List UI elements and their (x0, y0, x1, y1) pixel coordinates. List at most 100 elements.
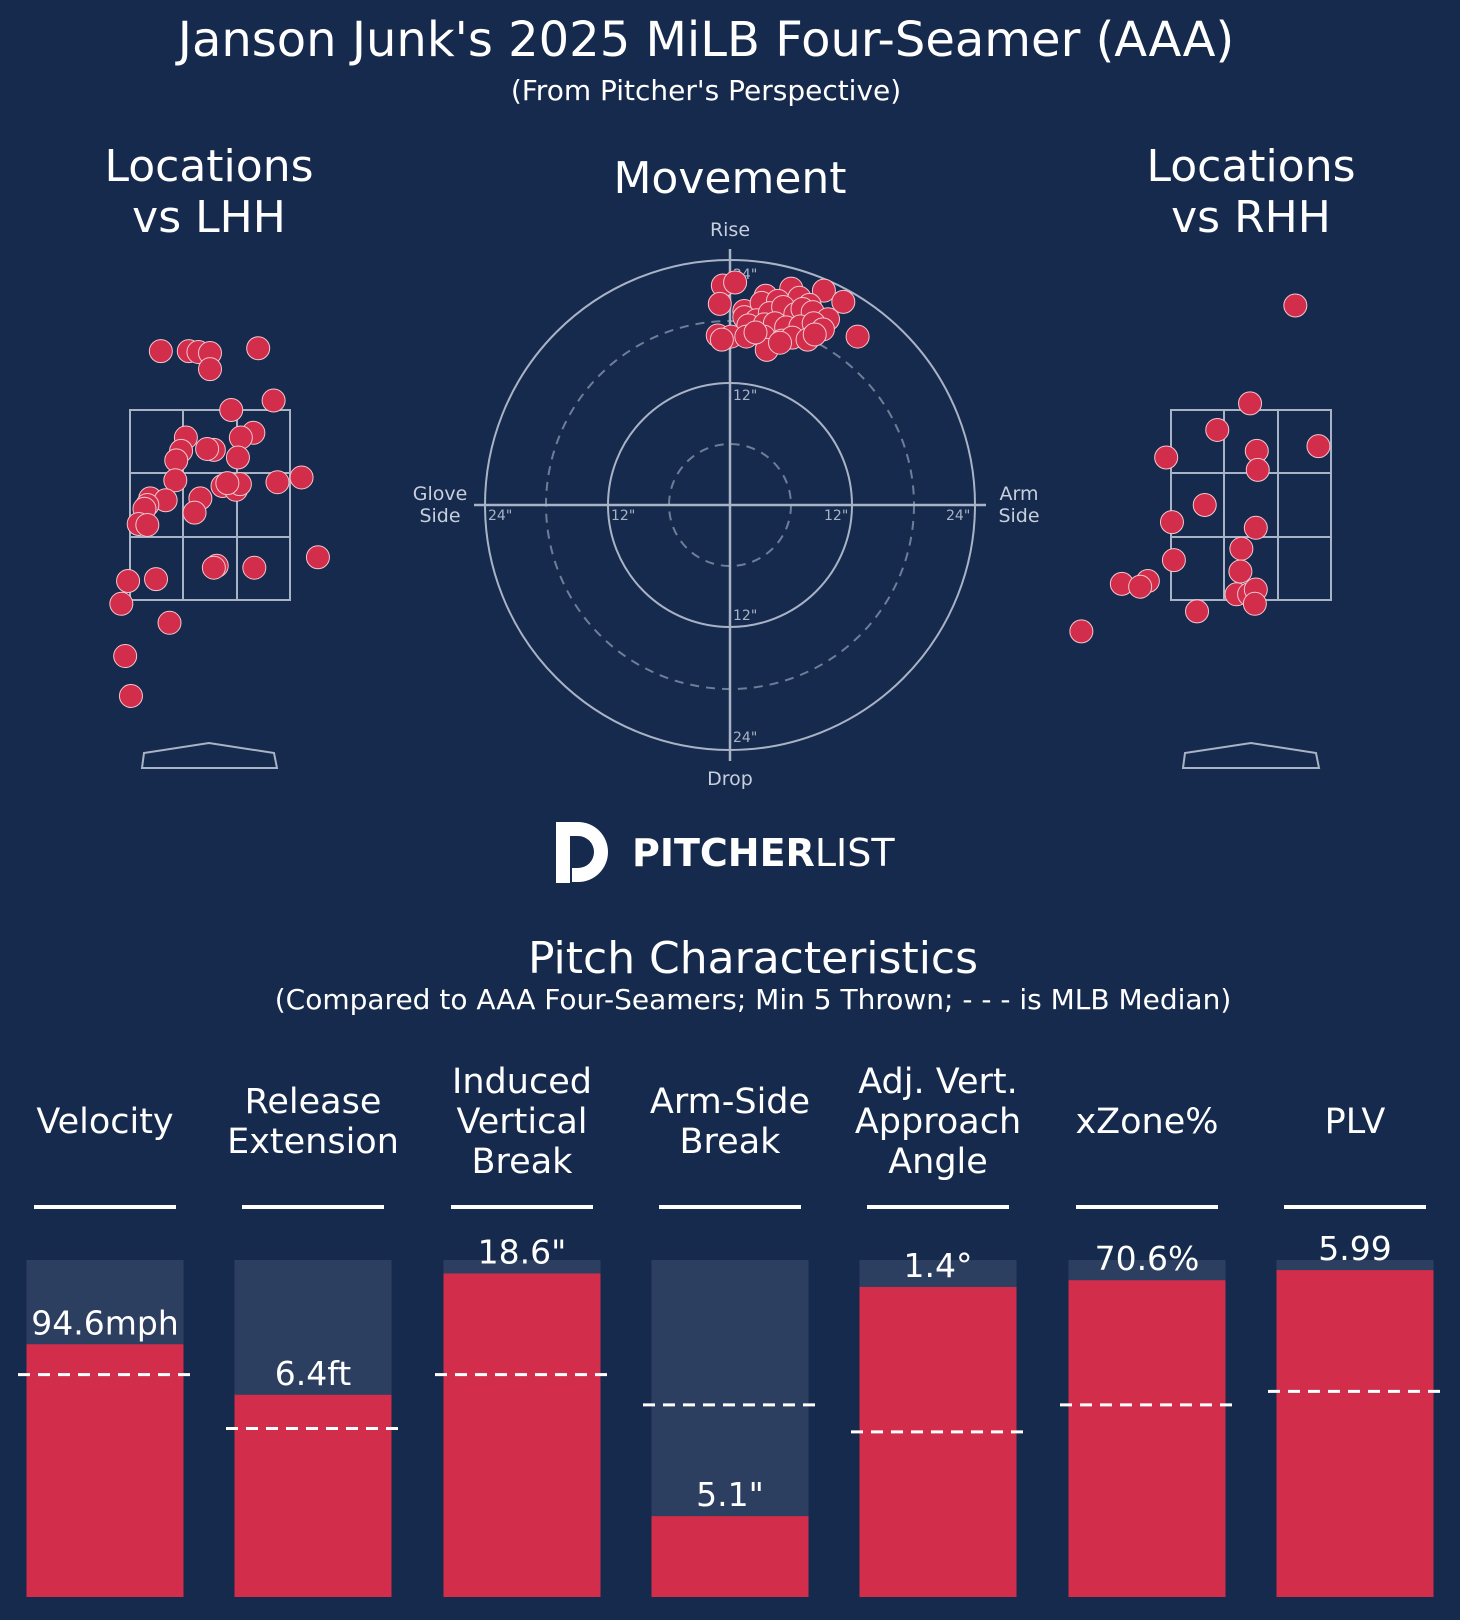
rhh-pitch-point-0 (1283, 293, 1308, 318)
report-subtitle: (From Pitcher's Perspective) (511, 74, 901, 107)
logo-text-bold: PITCHER (632, 831, 815, 875)
lhh-pitch-point-38 (157, 610, 182, 635)
bar-label-1-line-0: Release (245, 1082, 382, 1122)
movement-label-rise: Rise (710, 219, 750, 241)
bar-label-6-line-0: PLV (1325, 1102, 1386, 1142)
bar-label-3-line-0: Arm-Side (650, 1082, 810, 1122)
lhh-pitch-point-10 (228, 425, 253, 450)
ring-label-top-12: 12" (733, 388, 757, 404)
rhh-pitch-point-1 (1238, 391, 1263, 416)
rhh-points (1069, 293, 1331, 644)
rhh-pitch-point-19 (1242, 591, 1267, 616)
bar-label-2-line-2: Break (472, 1142, 574, 1182)
bar-label-4-line-0: Adj. Vert. (858, 1062, 1018, 1102)
bar-value-label-1: 6.4ft (275, 1354, 352, 1393)
lhh-pitch-point-15 (225, 445, 250, 470)
bar-label-2-line-1: Vertical (456, 1102, 587, 1142)
report-title: Janson Junk's 2025 MiLB Four-Seamer (AAA… (175, 12, 1234, 68)
bar-fill-1 (234, 1394, 392, 1597)
movement-pitch-point-5 (707, 291, 732, 316)
lhh-pitch-point-33 (201, 555, 226, 580)
ring-label-left-24: 24" (488, 508, 512, 524)
bar-value-label-4: 1.4° (904, 1246, 973, 1285)
ring-label-bottom-12: 12" (733, 608, 757, 624)
bar-fill-3 (651, 1516, 809, 1597)
bar-label-4-line-2: Angle (888, 1142, 988, 1182)
rhh-pitch-point-2 (1205, 417, 1230, 442)
bar-value-label-5: 70.6% (1095, 1239, 1200, 1278)
lhh-pitch-point-35 (116, 569, 141, 593)
movement-pitch-point-36 (845, 324, 870, 349)
movement-label-glove-1: Glove (413, 483, 468, 505)
bar-fill-6 (1276, 1270, 1434, 1597)
rhh-pitch-point-7 (1192, 493, 1217, 517)
rhh-pitch-point-21 (1069, 619, 1094, 644)
lhh-pitch-point-16 (163, 468, 188, 493)
rhh-pitch-point-8 (1159, 510, 1184, 535)
movement-pitch-point-4 (811, 278, 836, 303)
rhh-pitch-point-12 (1228, 559, 1253, 584)
bar-value-label-3: 5.1" (696, 1475, 764, 1514)
rhh-pitch-point-10 (1229, 536, 1254, 561)
lhh-pitch-point-27 (182, 500, 207, 525)
ring-label-bottom-24: 24" (733, 730, 757, 746)
rhh-pitch-point-9 (1243, 515, 1268, 540)
movement-plot: 24" 12" 12" 24" 24" 12" 12" 24" Rise Dro… (413, 219, 1040, 790)
lhh-pitch-point-40 (118, 683, 143, 708)
lhh-pitch-point-4 (246, 336, 271, 361)
lhh-title-line2: vs LHH (132, 192, 286, 243)
lhh-pitch-point-36 (144, 567, 169, 592)
bar-fill-2 (443, 1273, 601, 1597)
rhh-pitch-point-11 (1161, 548, 1186, 573)
bar-label-0-line-0: Velocity (36, 1102, 173, 1142)
bar-value-label-0: 94.6mph (31, 1303, 179, 1342)
rhh-pitch-point-5 (1154, 445, 1179, 470)
rhh-pitch-point-15 (1128, 574, 1153, 599)
lhh-pitch-point-30 (135, 512, 160, 537)
movement-points (705, 270, 870, 362)
bar-label-4-line-1: Approach (855, 1102, 1021, 1142)
lhh-points (109, 336, 330, 708)
bar-label-5-line-0: xZone% (1075, 1102, 1218, 1142)
lhh-title-line1: Locations (104, 141, 313, 192)
lhh-home-plate (140, 741, 279, 769)
bar-fill-4 (859, 1286, 1017, 1597)
pitcherlist-p-icon (556, 822, 608, 883)
movement-pitch-point-1 (723, 270, 748, 295)
rhh-pitch-point-6 (1245, 457, 1270, 482)
movement-label-glove-2: Side (419, 505, 460, 527)
lhh-pitch-point-7 (219, 398, 244, 422)
ring-label-right-24: 24" (946, 508, 970, 524)
movement-label-arm-2: Side (998, 505, 1039, 527)
movement-label-arm-1: Arm (1000, 483, 1039, 505)
bar-value-label-2: 18.6" (478, 1232, 567, 1271)
characteristics-subtitle: (Compared to AAA Four-Seamers; Min 5 Thr… (275, 983, 1232, 1016)
lhh-pitch-point-39 (113, 644, 138, 669)
lhh-pitch-point-34 (242, 555, 267, 580)
lhh-pitch-point-17 (265, 470, 290, 495)
rhh-title-line1: Locations (1146, 141, 1355, 192)
rhh-title-line2: vs RHH (1171, 192, 1331, 243)
bar-label-1-line-1: Extension (227, 1122, 399, 1162)
rhh-pitch-point-20 (1185, 599, 1210, 624)
bar-value-label-6: 5.99 (1318, 1229, 1391, 1268)
lhh-pitch-point-18 (289, 465, 314, 490)
movement-pitch-point-38 (768, 330, 793, 355)
bar-label-2-line-0: Induced (452, 1062, 592, 1102)
movement-pitch-point-39 (743, 320, 768, 345)
bar-fill-0 (26, 1344, 184, 1597)
movement-pitch-point-34 (802, 322, 827, 347)
logo-text-light: LIST (815, 831, 895, 875)
movement-title: Movement (613, 153, 846, 204)
lhh-pitch-point-37 (109, 591, 134, 616)
characteristics-title: Pitch Characteristics (528, 933, 978, 984)
bar-fill-5 (1068, 1280, 1226, 1597)
bar-label-3-line-1: Break (680, 1122, 782, 1162)
logo-text: PITCHERLIST (632, 831, 895, 875)
rhh-pitch-point-4 (1306, 434, 1331, 459)
lhh-pitch-point-6 (261, 388, 286, 413)
rhh-home-plate (1181, 741, 1321, 769)
